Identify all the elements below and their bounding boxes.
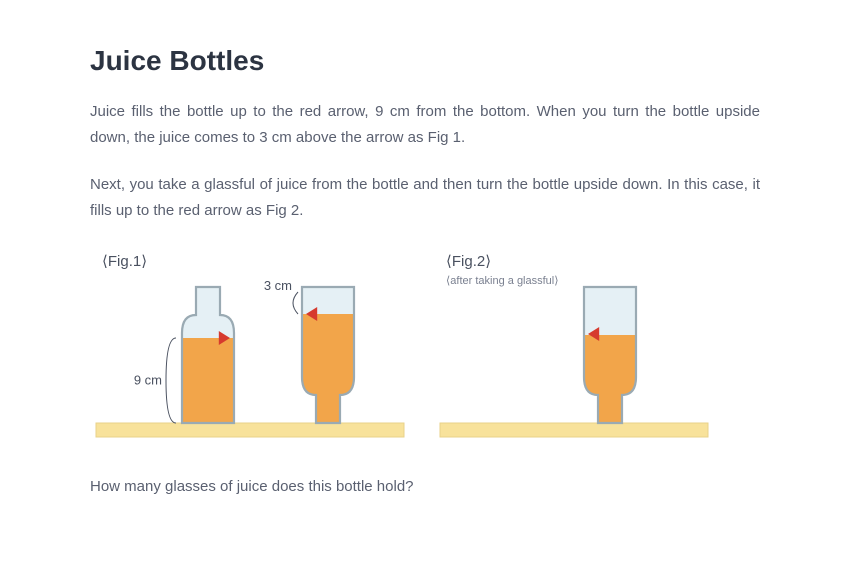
svg-text:3 cm: 3 cm [264, 278, 292, 293]
figure-2-title: ⟨Fig.2⟩ [446, 252, 491, 270]
figure-2-panel: ⟨Fig.2⟩ ⟨after taking a glassful⟩ [434, 248, 714, 448]
question-text: How many glasses of juice does this bott… [90, 478, 760, 495]
page-title: Juice Bottles [90, 45, 760, 77]
figure-1-panel: ⟨Fig.1⟩ 9 cm 3 cm [90, 248, 410, 448]
figure-1-title: ⟨Fig.1⟩ [102, 252, 147, 270]
figure-1-svg: 9 cm 3 cm [90, 248, 410, 443]
paragraph-1: Juice fills the bottle up to the red arr… [90, 99, 760, 152]
figures-row: ⟨Fig.1⟩ 9 cm 3 cm ⟨Fig.2⟩ ⟨after taking a… [90, 248, 760, 448]
paragraph-2: Next, you take a glassful of juice from … [90, 172, 760, 225]
svg-text:9 cm: 9 cm [134, 373, 162, 388]
figure-2-subtitle: ⟨after taking a glassful⟩ [446, 274, 559, 287]
